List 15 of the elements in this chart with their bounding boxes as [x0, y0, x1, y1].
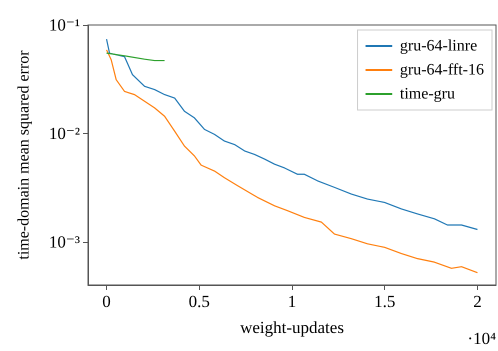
line-series: [106, 52, 166, 62]
x-tick-label: 0.5: [188, 292, 210, 311]
text: ·10⁴: [467, 329, 496, 348]
y-tick-label: 10⁻¹: [48, 16, 80, 34]
x-axis-title: weight-updates: [240, 318, 344, 337]
x-tick-label: 2: [473, 292, 482, 311]
legend-label: time-gru: [400, 86, 455, 102]
y-axis-title: time-domain mean squared error: [16, 50, 32, 260]
x-tick-label: 1.5: [374, 292, 396, 311]
legend-label: gru-64-linre: [400, 38, 478, 54]
x-tick-label: 0: [102, 292, 111, 311]
y-tick-label: 10⁻³: [48, 232, 80, 252]
y-tick-label: 10⁻²: [48, 124, 80, 143]
x-tick-label: 1: [288, 292, 296, 311]
legend-label: gru-64-fft-16: [400, 62, 484, 78]
